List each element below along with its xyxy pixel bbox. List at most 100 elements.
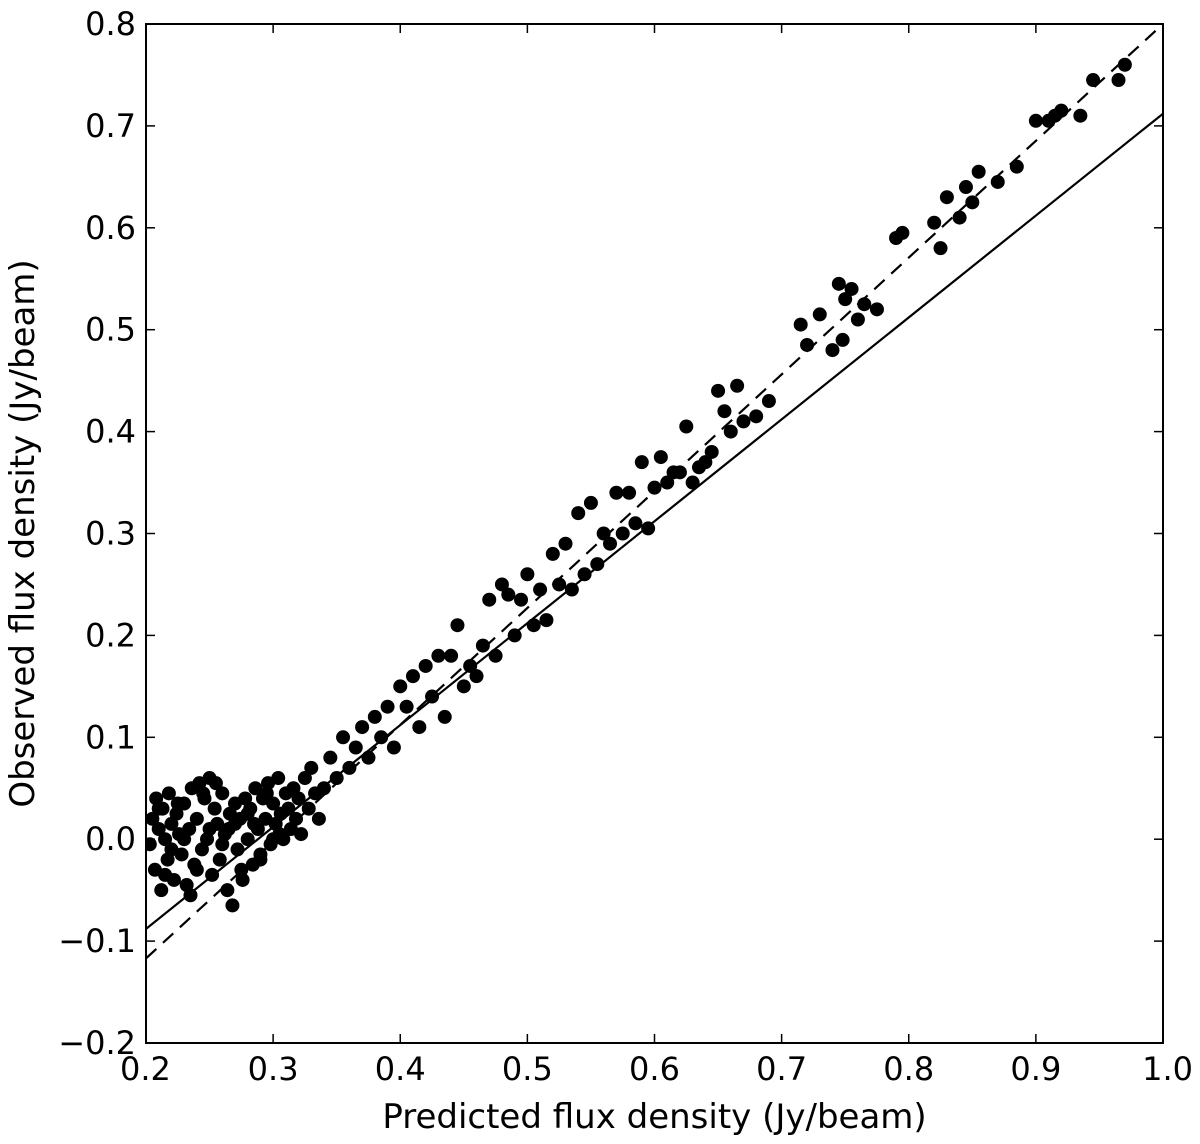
data-point xyxy=(183,888,198,903)
data-point xyxy=(177,832,192,847)
y-tick-label: 0.1 xyxy=(85,718,136,756)
y-tick-label: 0.0 xyxy=(85,820,136,858)
data-point xyxy=(711,383,726,398)
data-point xyxy=(158,867,173,882)
data-point xyxy=(205,867,220,882)
data-point xyxy=(230,842,245,857)
data-point xyxy=(170,796,185,811)
data-point xyxy=(291,791,306,806)
data-point xyxy=(235,872,250,887)
data-point xyxy=(164,842,179,857)
y-tick-label: 0.6 xyxy=(85,209,136,247)
data-point xyxy=(482,592,497,607)
data-point xyxy=(348,740,363,755)
y-axis-label: Observed flux density (Jy/beam) xyxy=(3,259,43,807)
x-tick-label: 0.4 xyxy=(375,1050,426,1088)
data-point xyxy=(869,302,884,317)
data-point xyxy=(248,781,263,796)
data-point xyxy=(825,343,840,358)
data-point xyxy=(533,582,548,597)
data-point xyxy=(412,720,427,735)
data-point xyxy=(526,618,541,633)
data-point xyxy=(850,312,865,327)
data-point xyxy=(367,709,382,724)
data-point xyxy=(1009,159,1024,174)
data-point xyxy=(393,679,408,694)
data-point xyxy=(329,771,344,786)
data-point xyxy=(225,898,240,913)
data-point xyxy=(558,536,573,551)
data-point xyxy=(965,195,980,210)
data-point xyxy=(399,699,414,714)
data-point xyxy=(545,546,560,561)
x-tick-label: 0.9 xyxy=(1010,1050,1061,1088)
data-point xyxy=(749,409,764,424)
data-point xyxy=(488,648,503,663)
data-point xyxy=(717,404,732,419)
data-point xyxy=(151,822,166,837)
x-ticks: 0.2 0.3 0.4 0.5 0.6 0.7 0.8 0.9 1.0 xyxy=(120,24,1193,1088)
data-point xyxy=(161,786,176,801)
data-point xyxy=(297,771,312,786)
data-point xyxy=(596,526,611,541)
data-point xyxy=(793,317,808,332)
data-point xyxy=(374,730,389,745)
data-point xyxy=(240,832,255,847)
data-point xyxy=(590,557,605,572)
data-point xyxy=(835,332,850,347)
data-points xyxy=(146,57,1132,913)
x-tick-label: 0.7 xyxy=(756,1050,807,1088)
data-point xyxy=(730,378,745,393)
y-tick-label: −0.2 xyxy=(58,1024,136,1062)
data-point xyxy=(253,852,268,867)
data-point xyxy=(169,806,184,821)
data-point xyxy=(1073,108,1088,123)
data-point xyxy=(583,495,598,510)
data-point xyxy=(577,567,592,582)
data-point xyxy=(736,414,751,429)
data-point xyxy=(247,816,262,831)
data-point xyxy=(266,796,281,811)
data-point xyxy=(196,786,211,801)
data-point xyxy=(895,225,910,240)
data-point xyxy=(609,485,624,500)
data-point xyxy=(301,801,316,816)
data-point xyxy=(952,210,967,225)
data-point xyxy=(450,618,465,633)
data-point xyxy=(990,174,1005,189)
data-point xyxy=(1086,73,1101,88)
data-point xyxy=(361,750,376,765)
data-point xyxy=(1028,113,1043,128)
data-point xyxy=(431,648,446,663)
data-point xyxy=(266,832,281,847)
data-point xyxy=(539,613,554,628)
data-point xyxy=(456,679,471,694)
x-tick-label: 0.8 xyxy=(883,1050,934,1088)
data-point xyxy=(316,781,331,796)
y-tick-label: 0.5 xyxy=(85,311,136,349)
data-point xyxy=(207,801,222,816)
x-tick-label: 0.2 xyxy=(120,1050,171,1088)
data-point xyxy=(259,786,274,801)
x-tick-label: 1.0 xyxy=(1142,1050,1193,1088)
data-point xyxy=(971,164,986,179)
data-point xyxy=(289,811,304,826)
data-point xyxy=(189,811,204,826)
y-tick-label: 0.3 xyxy=(85,515,136,553)
data-point xyxy=(641,521,656,536)
data-point xyxy=(380,699,395,714)
data-point xyxy=(698,455,713,470)
data-point xyxy=(311,811,326,826)
data-point xyxy=(151,801,166,816)
data-point xyxy=(437,709,452,724)
x-tick-label: 0.3 xyxy=(248,1050,299,1088)
data-point xyxy=(685,475,700,490)
data-point xyxy=(418,658,433,673)
data-point xyxy=(628,516,643,531)
data-point xyxy=(146,837,157,852)
data-point xyxy=(603,536,618,551)
data-point xyxy=(679,419,694,434)
data-point xyxy=(405,669,420,684)
y-ticks: −0.2 −0.1 0.0 0.1 0.2 0.3 0.4 0.5 0.6 0.7 0.8 xyxy=(58,5,1163,1062)
